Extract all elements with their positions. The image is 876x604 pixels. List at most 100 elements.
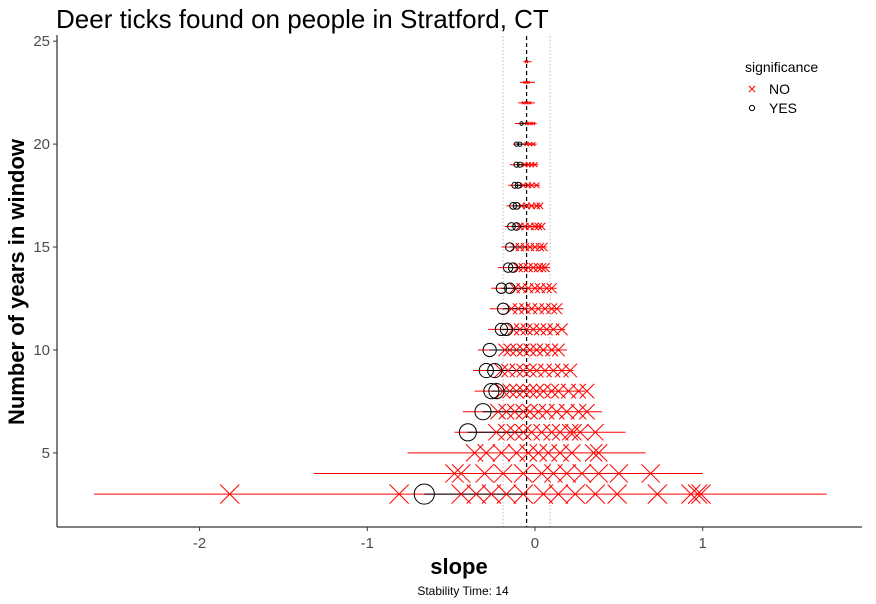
point-no: [681, 484, 701, 504]
point-no: [551, 343, 566, 357]
legend: significance NO YES: [745, 59, 818, 116]
point-no: [548, 484, 569, 504]
point-no: [543, 464, 563, 483]
point-no: [565, 484, 586, 504]
point-no: [527, 323, 540, 336]
point-no: [506, 423, 524, 441]
point-no: [557, 464, 577, 483]
point-no: [522, 363, 538, 378]
point-yes: [495, 282, 508, 294]
point-yes: [507, 222, 516, 231]
point-no: [526, 80, 531, 85]
point-no: [515, 403, 532, 420]
point-no: [520, 182, 527, 189]
plot-area: [93, 36, 827, 527]
x-axis-title: slope: [430, 554, 487, 579]
point-no: [516, 343, 530, 357]
x-tick-label: -1: [361, 535, 374, 552]
point-no: [522, 383, 538, 399]
point-no: [530, 141, 536, 147]
point-yes: [413, 483, 435, 505]
point-no: [529, 443, 548, 462]
point-yes: [511, 181, 519, 189]
point-yes: [509, 201, 518, 210]
point-no: [524, 60, 529, 64]
y-axis-ticks: 5 10 15 20 25: [33, 33, 57, 462]
point-yes: [512, 201, 521, 210]
point-yes: [488, 383, 505, 400]
point-no: [533, 484, 554, 504]
point-no: [389, 484, 410, 504]
point-no: [521, 403, 538, 420]
point-no: [219, 484, 240, 504]
legend-label-no: NO: [769, 81, 790, 97]
point-no: [540, 262, 550, 273]
point-no: [513, 323, 527, 336]
point-no: [541, 282, 553, 294]
x-tick-label: 0: [531, 535, 539, 552]
point-no: [555, 323, 569, 336]
point-no: [532, 161, 538, 168]
point-no: [647, 484, 668, 504]
point-no: [451, 464, 471, 483]
point-no: [524, 121, 529, 126]
point-no: [571, 423, 589, 441]
point-no: [481, 484, 502, 504]
point-no: [523, 423, 541, 441]
point-no: [565, 423, 583, 441]
y-axis-title: Number of years in window: [4, 138, 29, 425]
point-no: [586, 423, 604, 441]
point-no: [506, 403, 523, 420]
point-no: [451, 484, 472, 504]
point-no: [558, 403, 575, 420]
point-no: [529, 343, 544, 357]
point-no: [579, 383, 595, 399]
point-no: [529, 282, 541, 294]
point-no: [498, 343, 512, 357]
y-tick-label: 15: [33, 239, 50, 256]
point-no: [477, 443, 496, 462]
point-no: [589, 443, 608, 462]
point-no: [537, 222, 546, 231]
point-no: [543, 423, 561, 441]
legend-label-yes: YES: [769, 100, 797, 116]
point-no: [528, 101, 532, 105]
point-no: [518, 262, 529, 273]
point-no: [509, 343, 524, 357]
point-no: [528, 262, 539, 273]
point-no: [641, 464, 661, 483]
point-no: [497, 423, 515, 441]
point-no: [589, 464, 609, 483]
legend-key-no: [748, 85, 756, 93]
point-no: [531, 121, 536, 126]
point-no: [508, 383, 525, 399]
point-no: [538, 242, 548, 252]
point-no: [530, 403, 547, 420]
y-tick-label: 25: [33, 33, 50, 50]
point-no: [523, 343, 537, 357]
point-yes: [504, 282, 516, 294]
point-yes: [478, 362, 494, 379]
point-no: [691, 484, 711, 504]
point-yes: [496, 302, 510, 315]
point-no: [570, 403, 587, 420]
point-no: [490, 403, 507, 420]
point-yes: [513, 161, 520, 168]
point-yes: [517, 141, 523, 147]
point-no: [520, 323, 533, 336]
point-no: [514, 423, 532, 441]
point-no: [496, 484, 517, 504]
y-tick-label: 10: [33, 342, 50, 359]
point-no: [536, 202, 544, 210]
point-no: [535, 383, 551, 399]
point-no: [545, 343, 559, 357]
caption: Stability Time: 14: [417, 584, 509, 598]
point-no: [475, 464, 495, 483]
point-yes: [502, 262, 514, 273]
point-no: [513, 464, 533, 483]
point-no: [578, 403, 595, 420]
point-no: [519, 443, 538, 462]
point-no: [570, 383, 587, 399]
point-no: [529, 383, 545, 399]
